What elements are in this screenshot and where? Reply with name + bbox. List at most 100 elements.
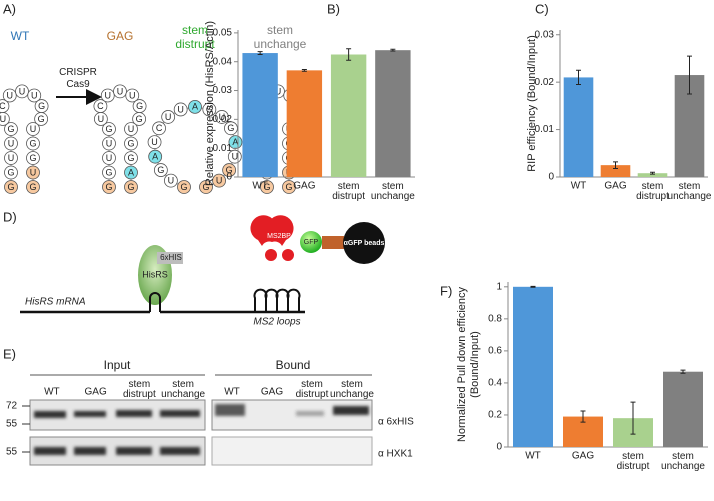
bar	[375, 50, 411, 178]
x-tick-label: stem unchange	[371, 181, 415, 202]
nucleotide	[188, 99, 202, 114]
nucleotide	[260, 180, 274, 194]
nucleotide-letter: U	[168, 176, 175, 186]
marker-label: 55	[6, 419, 18, 430]
nucleotide-letter: C	[0, 101, 6, 111]
nucleotide	[124, 136, 138, 151]
error-bar	[680, 369, 686, 374]
bar	[330, 54, 367, 177]
y-tick-label: 0.05	[213, 28, 233, 39]
x-tick-label: stem unchange	[661, 451, 705, 472]
blots	[22, 374, 373, 466]
tag-label: 6xHIS	[160, 253, 182, 262]
nucleotide-letter: G	[7, 182, 14, 192]
x-tick-label: stem distrupt	[332, 181, 365, 202]
x-tick-label: stem distrupt	[636, 181, 669, 202]
nucleotide-letter: U	[106, 138, 113, 148]
nucleotide	[26, 165, 40, 180]
nucleotide-letter: U	[275, 86, 282, 96]
y-axis-label: RIP efficiency (Bound/Input)	[526, 35, 538, 172]
nucleotide	[147, 135, 162, 150]
binder-label: MS2BP	[267, 233, 291, 240]
nucleotide	[224, 121, 238, 136]
nucleotide-letter: U	[19, 86, 26, 96]
nucleotide-letter: U	[7, 90, 14, 100]
error-bar	[687, 55, 692, 95]
nucleotide-letter: G	[38, 101, 45, 111]
nucleotide-letter: G	[7, 124, 14, 134]
x-tick-label: WT	[525, 451, 541, 462]
nucleotide	[212, 173, 226, 188]
nucleotide	[202, 102, 217, 117]
bar	[663, 371, 703, 447]
error-bar	[613, 161, 618, 169]
nucleotide	[124, 165, 138, 180]
pulldown-diagram	[20, 215, 385, 314]
lane-label: WT	[44, 387, 60, 398]
y-tick-label: 0.04	[213, 56, 233, 67]
nucleotide	[93, 99, 108, 113]
nucleotide-letter: U	[151, 137, 158, 147]
loops-label: MS2 loops	[253, 317, 300, 328]
nucleotide-letter: A	[152, 152, 158, 162]
bar	[600, 165, 631, 177]
nucleotide	[2, 88, 17, 103]
nucleotide	[124, 151, 138, 165]
x-tick-label: GAG	[293, 181, 315, 192]
nucleotide-letter: G	[202, 182, 209, 192]
x-tick-label: WT	[571, 181, 587, 192]
nucleotide	[161, 110, 176, 124]
nucleotide	[100, 88, 115, 103]
nucleotide-letter: G	[136, 101, 143, 111]
nucleotide-letter: U	[31, 90, 38, 100]
error-bar	[390, 48, 396, 52]
nucleotide-letter: G	[180, 182, 187, 192]
nucleotide-letter: U	[117, 86, 124, 96]
nucleotide-letter: G	[38, 114, 45, 124]
nucleotide	[27, 88, 42, 103]
lane-label: stem unchange	[161, 379, 205, 400]
nucleotide-letter: G	[127, 182, 134, 192]
nucleotide	[148, 149, 163, 164]
nucleotide-letter: U	[0, 114, 6, 124]
y-tick-label: 0.03	[535, 29, 555, 40]
panel-label: C)	[535, 1, 549, 16]
nucleotide	[34, 112, 49, 126]
panel-label: A)	[3, 1, 16, 16]
nucleotide-letter: G	[206, 104, 213, 114]
structure-label: GAG	[107, 29, 134, 43]
error-bar	[576, 69, 581, 86]
structure-label: stem unchange	[254, 23, 307, 51]
y-axis-label: (Bound/Input)	[469, 331, 481, 398]
bar	[637, 173, 668, 177]
nucleotide-letter: U	[106, 153, 113, 163]
nucleotide	[173, 102, 188, 117]
error-bar	[301, 68, 307, 72]
nucleotide-letter: U	[105, 90, 112, 100]
nucleotide-letter: U	[8, 138, 15, 148]
nucleotide-letter: G	[136, 114, 143, 124]
y-tick-label: 0	[548, 172, 554, 183]
lane-label: stem distrupt	[296, 379, 329, 400]
nucleotide	[0, 99, 10, 113]
beads-label: αGFP beads	[344, 240, 385, 247]
nucleotide-letter: G	[127, 138, 134, 148]
y-tick-label: 0.02	[535, 77, 555, 88]
nucleotide-letter: G	[157, 165, 164, 175]
structure-label: WT	[11, 29, 30, 43]
nucleotide	[113, 84, 127, 99]
y-axis-label: Relative expression (HisRS/Actin)	[204, 21, 216, 186]
bar	[286, 70, 323, 177]
marker-label: 72	[6, 401, 18, 412]
lane-label: GAG	[85, 387, 107, 398]
gfp-label: GFP	[304, 239, 319, 246]
nucleotide-letter: U	[128, 124, 135, 134]
y-tick-label: 0	[496, 442, 502, 453]
error-bar	[650, 171, 655, 175]
nucleotide	[102, 122, 116, 136]
nucleotide	[15, 84, 29, 99]
y-tick-label: 0.03	[213, 85, 233, 96]
bar	[563, 77, 594, 177]
bar	[513, 286, 553, 447]
